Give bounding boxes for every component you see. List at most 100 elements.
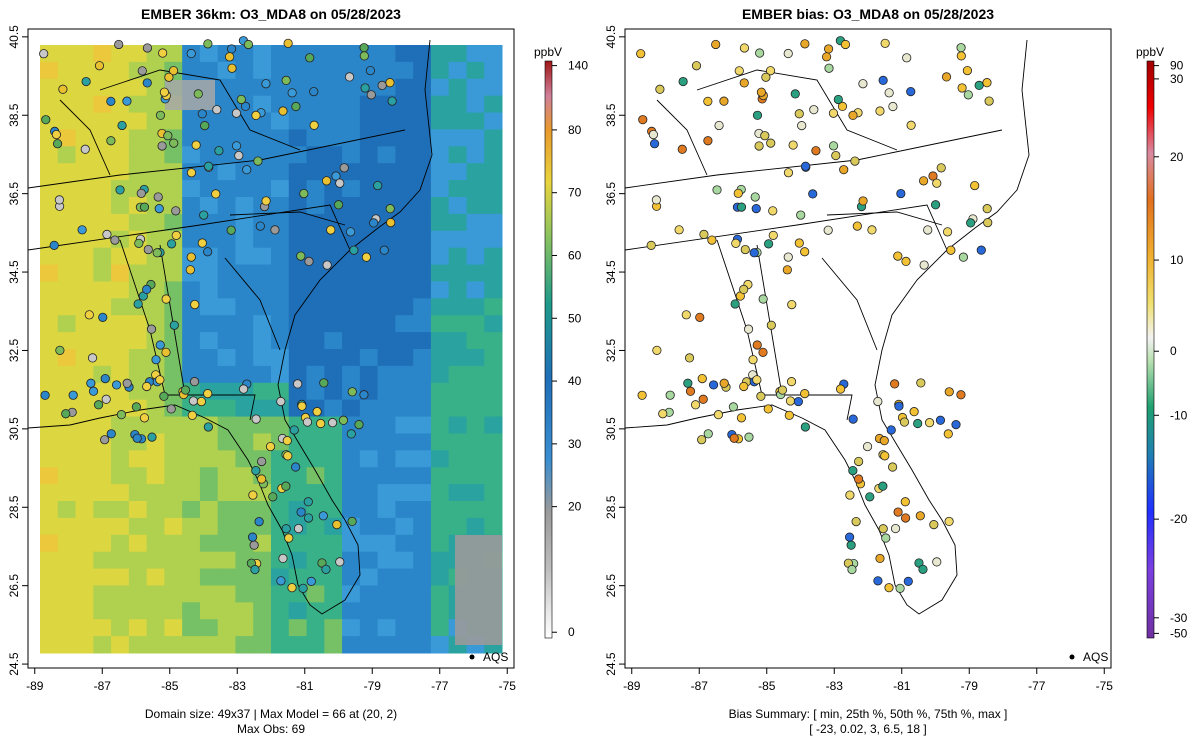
bias-site-marker bbox=[784, 410, 794, 420]
obs-site-marker bbox=[360, 83, 370, 93]
obs-site-marker bbox=[299, 188, 309, 199]
obs-site-marker bbox=[318, 511, 328, 521]
model-y-axis: 24.5 26.5 28.5 30.5 32.5 34.5 36.5 38.5 40.5 bbox=[7, 25, 28, 676]
colorbar-tick-label: 20 bbox=[1170, 150, 1184, 164]
obs-site-marker bbox=[303, 497, 313, 507]
bias-site-marker bbox=[768, 206, 778, 216]
obs-site-marker bbox=[291, 462, 301, 472]
obs-site-marker bbox=[197, 109, 207, 119]
colorbar-tick-label: 30 bbox=[1170, 72, 1184, 86]
bias-site-marker bbox=[756, 87, 766, 97]
bias-site-marker bbox=[703, 136, 713, 146]
obs-site-marker bbox=[302, 417, 313, 427]
x-tick-label: -87 bbox=[691, 679, 709, 693]
colorbar-tick-label: -10 bbox=[1170, 408, 1188, 422]
obs-site-marker bbox=[326, 225, 336, 235]
obs-site-marker bbox=[114, 39, 124, 50]
bias-site-marker bbox=[915, 511, 925, 521]
x-tick-label: -89 bbox=[26, 679, 44, 693]
obs-site-marker bbox=[287, 583, 297, 593]
bias-site-marker bbox=[909, 407, 919, 417]
bias-site-marker bbox=[719, 378, 729, 388]
obs-site-marker bbox=[332, 520, 342, 530]
obs-site-marker bbox=[281, 524, 291, 534]
bias-site-marker bbox=[906, 87, 916, 97]
obs-site-marker bbox=[157, 141, 167, 151]
obs-site-marker bbox=[49, 240, 59, 250]
model-colorbar-ramp bbox=[544, 60, 553, 639]
bias-site-marker bbox=[752, 375, 762, 385]
bias-site-marker bbox=[880, 38, 890, 48]
model-panel-title: EMBER 36km: O3_MDA8 on 05/28/2023 bbox=[141, 6, 401, 22]
bias-site-marker bbox=[919, 260, 929, 270]
obs-site-marker bbox=[117, 120, 127, 131]
bias-site-marker bbox=[794, 109, 804, 119]
bias-obs-points bbox=[636, 36, 994, 593]
bias-site-marker bbox=[932, 178, 942, 188]
bias-site-marker bbox=[900, 497, 910, 507]
obs-site-marker bbox=[143, 244, 153, 255]
x-tick-label: -81 bbox=[296, 679, 314, 693]
x-tick-label: -79 bbox=[961, 679, 979, 693]
bias-site-marker bbox=[930, 200, 941, 210]
obs-site-marker bbox=[203, 161, 214, 171]
bias-site-marker bbox=[713, 410, 724, 420]
obs-site-marker bbox=[304, 256, 314, 266]
bias-site-marker bbox=[858, 196, 868, 206]
y-tick-label: 28.5 bbox=[604, 495, 618, 519]
bias-site-marker bbox=[800, 39, 810, 49]
obs-site-marker bbox=[291, 101, 301, 112]
bias-site-marker bbox=[835, 384, 846, 394]
bias-site-marker bbox=[665, 390, 675, 400]
bias-site-marker bbox=[846, 540, 856, 550]
obs-site-marker bbox=[385, 204, 395, 214]
bias-site-marker bbox=[740, 244, 750, 255]
bias-site-marker bbox=[982, 78, 992, 88]
bias-site-marker bbox=[695, 312, 705, 322]
bias-site-marker bbox=[809, 105, 819, 115]
bias-site-marker bbox=[932, 557, 942, 567]
obs-site-marker bbox=[331, 171, 341, 181]
obs-site-marker bbox=[164, 72, 174, 82]
obs-site-marker bbox=[171, 230, 181, 240]
bias-site-marker bbox=[862, 441, 873, 452]
bias-colorbar-ramp bbox=[1146, 60, 1155, 639]
y-tick-label: 30.5 bbox=[7, 417, 21, 441]
obs-site-marker bbox=[354, 420, 364, 430]
obs-site-marker bbox=[284, 533, 294, 543]
bias-site-marker bbox=[840, 39, 851, 50]
bias-site-marker bbox=[783, 168, 794, 178]
obs-site-marker bbox=[188, 396, 199, 406]
bias-site-marker bbox=[844, 532, 855, 542]
bias-site-marker bbox=[875, 106, 885, 116]
bias-site-marker bbox=[788, 140, 798, 150]
obs-site-marker bbox=[379, 245, 389, 255]
obs-site-marker bbox=[322, 260, 332, 270]
bias-site-marker bbox=[785, 396, 796, 406]
bias-site-marker bbox=[982, 204, 992, 214]
bias-site-marker bbox=[690, 400, 701, 410]
bias-site-marker bbox=[845, 490, 855, 500]
bias-footer-line2: [ -23, 0.02, 3, 6.5, 18 ] bbox=[809, 722, 926, 736]
obs-site-marker bbox=[197, 238, 207, 248]
obs-site-marker bbox=[268, 492, 278, 502]
colorbar-tick-label: 70 bbox=[568, 186, 582, 200]
obs-site-marker bbox=[163, 131, 173, 141]
obs-site-marker bbox=[359, 51, 369, 61]
obs-site-marker bbox=[106, 96, 116, 106]
obs-site-marker bbox=[281, 481, 291, 491]
obs-site-marker bbox=[346, 429, 356, 439]
bias-site-marker bbox=[966, 218, 976, 228]
obs-site-marker bbox=[251, 110, 261, 120]
obs-site-marker bbox=[102, 229, 112, 239]
bias-site-marker bbox=[739, 78, 749, 88]
obs-site-marker bbox=[142, 43, 153, 53]
obs-site-marker bbox=[309, 87, 319, 97]
bias-site-marker bbox=[800, 422, 810, 432]
bias-site-marker bbox=[848, 465, 858, 476]
x-tick-label: -81 bbox=[893, 679, 911, 693]
bias-site-marker bbox=[743, 324, 754, 334]
obs-site-marker bbox=[253, 156, 263, 166]
bias-site-marker bbox=[848, 414, 858, 424]
